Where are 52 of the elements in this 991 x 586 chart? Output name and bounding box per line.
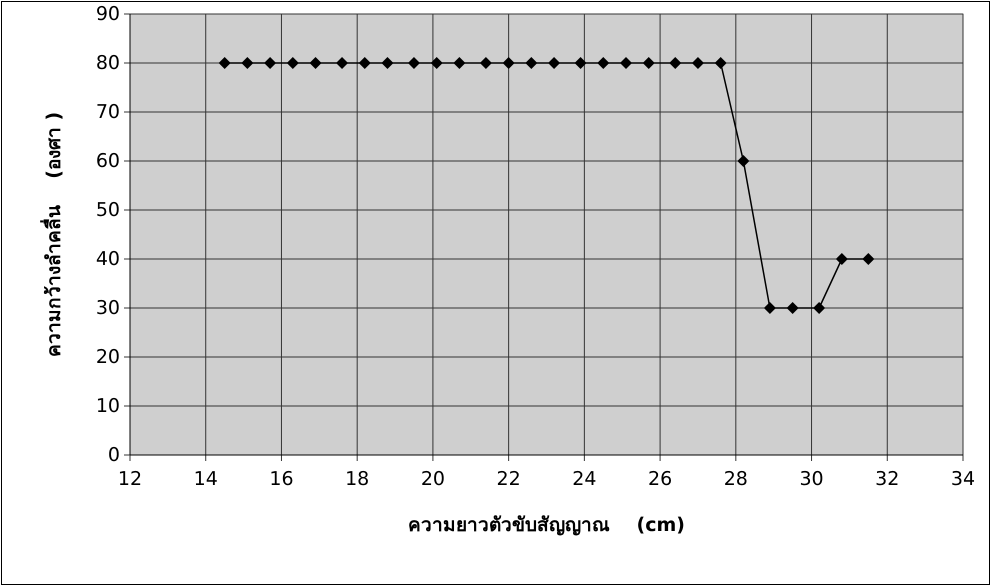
y-tick-label: 70 bbox=[96, 101, 120, 123]
x-axis-title: ความยาวตัวขับสัญญาณ (cm) bbox=[408, 514, 685, 536]
y-tick-label: 50 bbox=[96, 199, 120, 221]
x-tick-label: 30 bbox=[799, 468, 824, 490]
point bbox=[310, 57, 322, 69]
x-tick-label: 22 bbox=[496, 468, 521, 490]
point bbox=[737, 155, 750, 167]
y-axis-title: ความกว้างลำคลื่น (องศา ) bbox=[40, 112, 65, 358]
x-tick-label: 16 bbox=[269, 468, 294, 490]
y-tick-label: 40 bbox=[96, 248, 120, 270]
point bbox=[813, 302, 826, 314]
point bbox=[620, 57, 632, 69]
point bbox=[597, 57, 610, 69]
y-tick-label: 60 bbox=[96, 150, 120, 172]
x-tick-label: 28 bbox=[724, 468, 748, 490]
point bbox=[836, 253, 848, 265]
point bbox=[381, 57, 394, 69]
point bbox=[642, 57, 655, 69]
point bbox=[430, 57, 443, 69]
y-tick-label: 10 bbox=[96, 395, 120, 417]
point bbox=[574, 57, 587, 69]
x-tick-label: 24 bbox=[572, 468, 596, 490]
point bbox=[548, 57, 560, 69]
x-tick-label: 18 bbox=[345, 468, 370, 490]
y-tick-label: 0 bbox=[108, 444, 120, 466]
x-tick-label: 26 bbox=[648, 468, 672, 490]
y-tick-label: 30 bbox=[96, 297, 120, 319]
point bbox=[714, 57, 727, 69]
y-tick-label: 20 bbox=[96, 346, 120, 368]
point bbox=[218, 57, 231, 69]
point bbox=[358, 57, 371, 69]
point bbox=[669, 57, 682, 69]
point bbox=[286, 57, 299, 69]
point bbox=[502, 57, 515, 69]
point bbox=[692, 57, 704, 69]
point bbox=[862, 253, 874, 265]
point bbox=[764, 302, 776, 314]
y-tick-label: 80 bbox=[96, 52, 120, 74]
x-tick-label: 14 bbox=[194, 468, 218, 490]
point bbox=[408, 57, 420, 69]
point bbox=[264, 57, 276, 69]
point bbox=[336, 57, 348, 69]
x-tick-label: 32 bbox=[875, 468, 900, 490]
x-tick-label: 34 bbox=[950, 468, 976, 490]
point bbox=[786, 302, 799, 314]
x-tick-label: 12 bbox=[118, 468, 142, 490]
point bbox=[241, 57, 254, 69]
point bbox=[453, 57, 466, 69]
point bbox=[525, 57, 538, 69]
y-tick-label: 90 bbox=[96, 3, 120, 25]
point bbox=[480, 57, 492, 69]
x-tick-label: 20 bbox=[420, 468, 446, 490]
